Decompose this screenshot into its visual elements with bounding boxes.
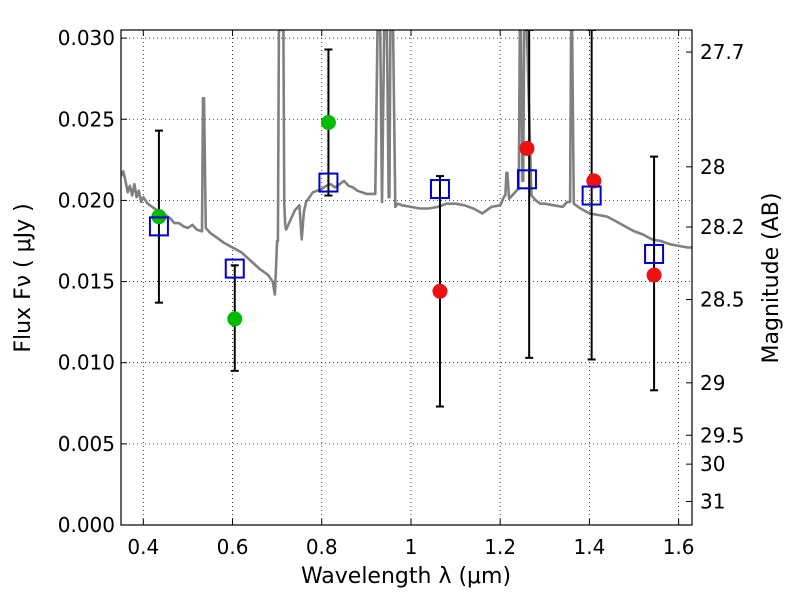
model-spectrum: [121, 30, 692, 296]
data-point-circle: [646, 267, 662, 283]
right-tick-label: 27.7: [700, 40, 745, 64]
right-tick-label: 28: [700, 155, 725, 179]
data-point-circle: [320, 115, 336, 131]
plot-frame: [120, 29, 693, 526]
data-point-square: [581, 185, 602, 206]
data-point-square: [429, 179, 450, 200]
photometry-markers: [148, 115, 665, 327]
data-point-square: [148, 216, 169, 237]
data-point-square: [318, 172, 339, 193]
y-tick-label: 0.025: [58, 107, 115, 131]
y-tick-label: 0.000: [58, 513, 115, 537]
data-point-circle: [519, 140, 535, 156]
x-tick-label: 1.2: [484, 535, 516, 559]
grid-lines: [121, 30, 692, 526]
right-tick-label: 29.5: [700, 423, 745, 447]
data-point-circle: [586, 173, 602, 189]
x-tick-label: 0.4: [127, 535, 159, 559]
data-point-circle: [227, 311, 243, 327]
right-tick-label: 31: [700, 489, 725, 513]
y-tick-label: 0.015: [58, 270, 115, 294]
x-tick-label: 1.4: [573, 535, 605, 559]
y-axis-label: Flux Fν ( μJy ): [11, 203, 36, 352]
y-axis-label-right: Magnitude (AB): [759, 193, 784, 364]
x-tick-label: 0.8: [306, 535, 338, 559]
axis-ticks: 0.4 0.6 0.8 1 1.2 1.4 1.6 0.000 0.005 0.010 0.015 0…: [58, 26, 745, 559]
data-point-square: [644, 243, 665, 264]
x-tick-label: 1: [405, 535, 418, 559]
x-tick-label: 0.6: [217, 535, 249, 559]
y-tick-label: 0.030: [58, 26, 115, 50]
right-tick-label: 28.5: [700, 288, 745, 312]
x-tick-label: 1.6: [663, 535, 695, 559]
right-tick-label: 29: [700, 371, 725, 395]
right-tick-label: 28.2: [700, 215, 745, 239]
y-tick-label: 0.005: [58, 432, 115, 456]
data-point-circle: [432, 283, 448, 299]
spectrum-line: [121, 30, 692, 296]
y-tick-label: 0.010: [58, 351, 115, 375]
y-tick-label: 0.020: [58, 188, 115, 212]
data-point-square: [224, 258, 245, 279]
x-axis-label: Wavelength λ (μm): [301, 564, 511, 589]
right-tick-label: 30: [700, 452, 725, 476]
error-bars: [154, 30, 659, 408]
data-point-square: [516, 169, 537, 190]
